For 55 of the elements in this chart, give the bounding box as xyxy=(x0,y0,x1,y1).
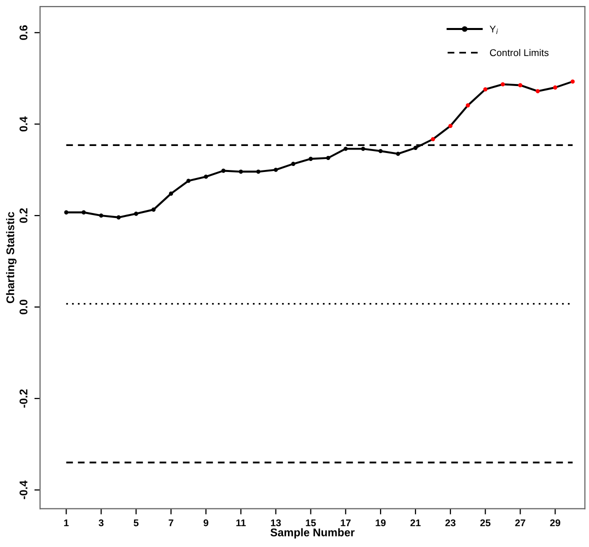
y-axis-title: Charting Statistic xyxy=(6,212,16,304)
legend-label: Y$_{i}$ xyxy=(490,26,498,34)
x-tick-label: 17 xyxy=(340,519,351,526)
point xyxy=(64,210,68,214)
x-tick-label: 1 xyxy=(64,519,69,526)
x-tick-label: 25 xyxy=(480,519,490,526)
point xyxy=(168,192,174,196)
point xyxy=(238,170,243,174)
point xyxy=(361,146,366,151)
point xyxy=(221,168,226,173)
x-tick-label: 15 xyxy=(306,519,316,526)
point xyxy=(344,146,348,151)
point xyxy=(536,89,540,94)
point xyxy=(518,83,522,88)
y-tick-label: -0.4 xyxy=(20,480,28,500)
y-tick-label: 0.0 xyxy=(20,300,28,314)
point xyxy=(274,168,278,172)
point xyxy=(291,162,296,166)
point xyxy=(500,82,505,86)
y-tick-label: 0.6 xyxy=(20,25,28,40)
point xyxy=(82,210,86,214)
point xyxy=(553,85,558,90)
point xyxy=(99,213,104,218)
x-tick-label: 29 xyxy=(550,519,560,526)
point xyxy=(430,137,436,142)
y-tick-label: -0.2 xyxy=(20,389,28,408)
y-tick-label: 0.2 xyxy=(20,208,28,223)
x-tick-label: 3 xyxy=(98,519,104,526)
point xyxy=(204,174,208,179)
legend-label: Control Limits xyxy=(490,49,549,56)
x-tick-label: 9 xyxy=(204,519,208,526)
x-tick-label: 5 xyxy=(134,519,139,526)
point xyxy=(483,87,488,92)
x-tick-label: 11 xyxy=(236,519,246,526)
x-tick-label: 21 xyxy=(410,519,421,526)
x-tick-label: 23 xyxy=(445,519,456,526)
point xyxy=(116,215,121,220)
point xyxy=(308,156,313,161)
point xyxy=(448,124,452,128)
y-tick-label: 0.4 xyxy=(20,116,28,132)
point xyxy=(326,156,330,160)
point xyxy=(186,178,191,183)
point xyxy=(256,170,260,174)
x-axis-title: Sample Number xyxy=(270,528,355,539)
point xyxy=(466,103,470,108)
point xyxy=(134,212,138,216)
x-tick-label: 13 xyxy=(271,519,281,526)
point xyxy=(378,148,383,154)
point xyxy=(151,208,156,212)
point xyxy=(413,146,418,150)
point xyxy=(396,152,400,156)
x-tick-label: 7 xyxy=(168,519,174,526)
x-tick-label: 27 xyxy=(515,519,526,526)
point xyxy=(570,79,575,84)
x-tick-label: 19 xyxy=(376,519,386,526)
